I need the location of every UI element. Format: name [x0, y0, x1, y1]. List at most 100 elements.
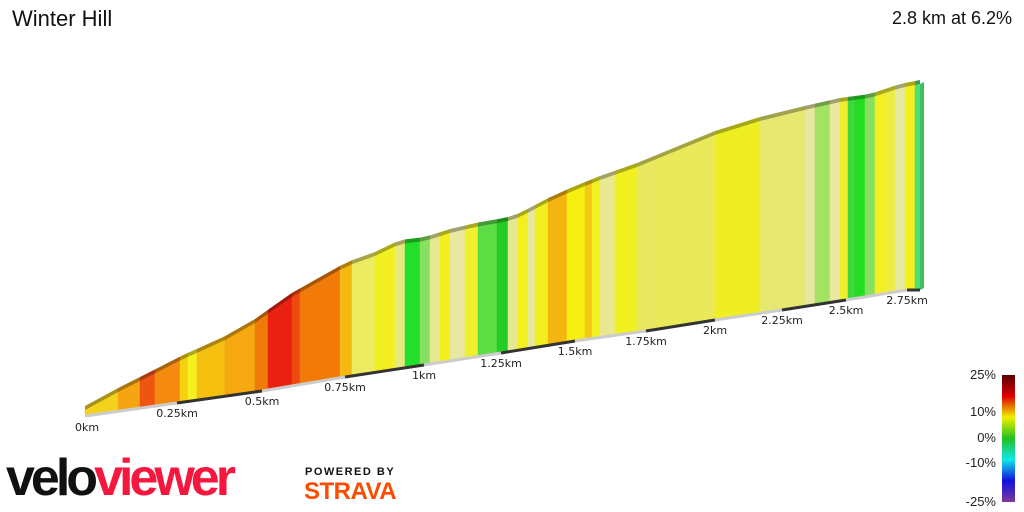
gradient-segment [854, 98, 866, 299]
gradient-segment [884, 89, 896, 294]
profile-rim [600, 170, 615, 180]
gradient-segment [507, 217, 519, 353]
x-tick-label: 0km [75, 421, 99, 434]
axis-baseline-segment [574, 329, 647, 343]
profile-rim [548, 189, 567, 203]
gradient-segment [584, 182, 593, 340]
profile-rim [637, 155, 655, 168]
legend-color-bar [1002, 375, 1015, 502]
gradient-segment [254, 313, 269, 393]
profile-rim [352, 252, 375, 265]
gradient-segment [339, 263, 353, 379]
axis-baseline-segment [500, 339, 576, 355]
page-title: Winter Hill [12, 6, 113, 31]
gradient-segment [187, 352, 198, 402]
profile-rim [375, 242, 395, 256]
gradient-segment [179, 356, 189, 403]
profile-rim [497, 217, 508, 224]
profile-rim [875, 89, 885, 97]
x-tick-label: 2km [703, 324, 727, 337]
axis-baseline-segment [423, 351, 502, 367]
logo-velo: velo [6, 449, 98, 507]
profile-rim [592, 176, 600, 184]
profile-rim [465, 222, 478, 230]
profile-rim [585, 179, 592, 186]
profile-rim [300, 265, 340, 293]
profile-rim [715, 117, 760, 135]
gradient-segment [847, 99, 856, 300]
gradient-segment [517, 212, 529, 351]
profile-rim [915, 80, 920, 85]
gradient-segment [527, 208, 536, 349]
profile-rim [535, 198, 548, 209]
gradient-segment [496, 220, 509, 354]
profile-rim [155, 356, 180, 374]
profile-rim [830, 98, 840, 105]
powered-by-label: POWERED BY [305, 466, 396, 478]
gradient-segment [449, 229, 466, 362]
gradient-segment [419, 239, 431, 366]
profile-rim [855, 94, 865, 100]
profile-rim [655, 131, 715, 160]
profile-rim [268, 292, 292, 314]
gradient-segment [759, 109, 806, 314]
x-tick-label: 1.25km [480, 357, 522, 370]
gradient-segment [154, 360, 181, 407]
axis-baseline-segment [645, 318, 716, 333]
legend-label: -10% [966, 455, 997, 470]
gradient-segment [404, 241, 421, 369]
profile-rim [865, 92, 875, 99]
axis-baseline-segment [176, 389, 263, 405]
gradient-segment [351, 255, 376, 377]
gradient-segment [464, 226, 479, 359]
gradient-segment [829, 101, 841, 303]
profile-rim [528, 205, 535, 213]
gradient-segment [839, 100, 849, 302]
gradient-segment [291, 291, 301, 387]
profile-rim [508, 213, 518, 221]
gradient-segment [429, 235, 441, 365]
gradient-segment [874, 92, 886, 296]
x-tick-label: 2.25km [761, 314, 803, 327]
gradient-segment [394, 243, 406, 370]
veloviewer-logo: veloviewer [6, 448, 236, 508]
gradient-segment [904, 84, 916, 291]
profile-rim [760, 105, 805, 121]
profile-rim [440, 229, 450, 237]
gradient-segment [804, 107, 816, 307]
profile-rim [815, 100, 830, 108]
profile-rim [292, 288, 300, 297]
gradient-segment [864, 96, 876, 298]
legend-label: 0% [977, 430, 996, 445]
legend-label: 25% [970, 367, 996, 382]
profile-rim [567, 182, 585, 194]
axis-baseline-segment [845, 288, 908, 302]
gradient-segment [814, 103, 831, 306]
profile-rim [895, 83, 905, 90]
gradient-segment [614, 166, 638, 336]
profile-rim [188, 348, 197, 357]
profile-rim [905, 81, 915, 87]
gradient-segment [566, 185, 586, 343]
profile-rim [197, 336, 225, 353]
profile-rim [478, 219, 497, 227]
x-tick-label: 2.75km [886, 294, 928, 307]
legend-label: -25% [966, 494, 997, 509]
gradient-segment [477, 222, 498, 357]
x-tick-label: 1km [412, 369, 436, 382]
gradient-segment [914, 83, 921, 291]
axis-baseline-segment [781, 298, 847, 312]
x-tick-label: 1.75km [625, 335, 667, 348]
x-tick-label: 0.25km [156, 407, 198, 420]
axis-baseline-segment [344, 363, 425, 379]
profile-rim [395, 239, 405, 247]
profile-rim [420, 235, 430, 242]
gradient-segment [374, 246, 396, 373]
logo-viewer: viewer [94, 449, 236, 507]
x-tick-label: 1.5km [558, 345, 593, 358]
profile-rim [255, 309, 268, 323]
x-tick-label: 0.5km [245, 395, 280, 408]
profile-rim [118, 377, 140, 393]
